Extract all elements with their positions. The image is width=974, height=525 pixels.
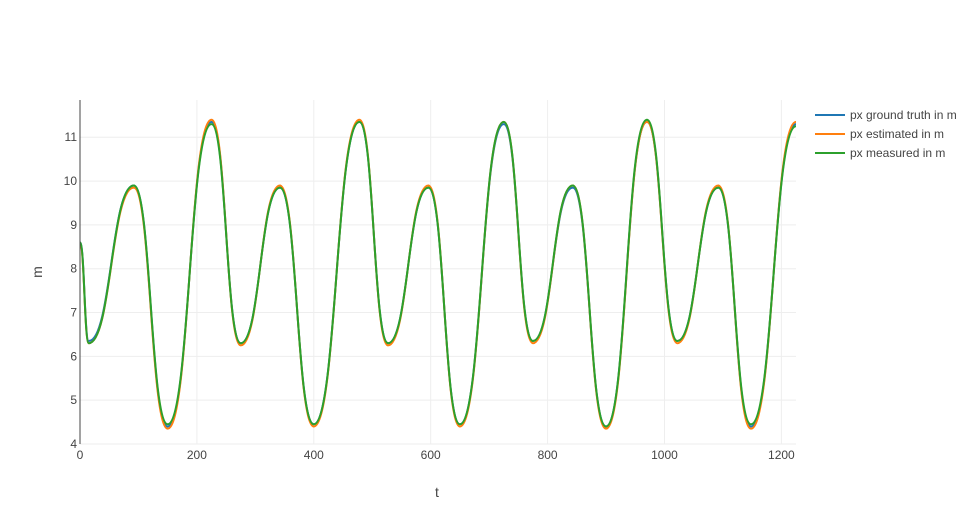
y-tick-label: 11 [65,130,78,144]
series-lines [79,118,797,430]
x-tick-label: 1200 [768,448,795,462]
legend-label: px estimated in m [850,127,944,141]
legend-label: px ground truth in m [850,108,957,122]
legend[interactable]: px ground truth in m px estimated in m px … [815,108,957,160]
y-tick-label: 4 [70,437,77,451]
legend-item-3[interactable]: px measured in m [815,146,945,160]
legend-item-1[interactable]: px ground truth in m [815,108,957,122]
series-line-1 [79,120,797,428]
x-tick-label: 800 [538,448,558,462]
x-tick-labels: 0 200 400 600 800 1000 1200 [77,448,795,462]
y-tick-label: 9 [70,218,77,232]
y-tick-label: 8 [70,262,77,276]
x-tick-label: 200 [187,448,207,462]
y-tick-label: 5 [70,393,77,407]
x-tick-label: 0 [77,448,84,462]
legend-item-2[interactable]: px estimated in m [815,127,944,141]
x-tick-label: 400 [304,448,324,462]
series-line-2 [79,118,797,430]
x-tick-label: 600 [421,448,441,462]
y-tick-label: 7 [70,306,77,320]
y-axis-title: m [29,266,45,278]
grid [79,100,796,445]
legend-label: px measured in m [850,146,945,160]
y-tick-label: 6 [70,349,77,363]
y-tick-label: 10 [64,174,78,188]
y-tick-labels: 4 5 6 7 8 9 10 11 [64,130,78,451]
x-tick-label: 1000 [651,448,678,462]
series-line-3 [79,118,797,428]
x-axis-title: t [435,484,439,500]
